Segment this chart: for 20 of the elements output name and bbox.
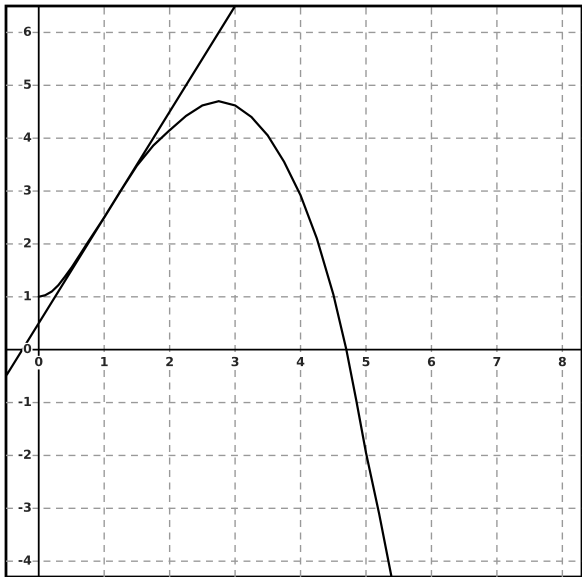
x-tick-label: 6 [428, 356, 436, 366]
x-tick-label: 2 [166, 356, 173, 366]
y-tick-label: -2 [18, 450, 31, 459]
y-tick-label: 0 [24, 344, 32, 354]
x-tick-label: 4 [296, 356, 304, 366]
x-tick-label: 3 [232, 356, 238, 366]
y-tick-label: 2 [24, 238, 31, 248]
y-tick-label: 4 [24, 132, 32, 142]
y-tick-label: -1 [18, 396, 31, 406]
x-tick-label: 1 [101, 356, 108, 366]
x-tick-label: 0 [34, 356, 42, 366]
y-tick-label: 5 [24, 80, 31, 89]
y-tick-label: 3 [24, 185, 31, 195]
y-tick-label: 6 [24, 26, 32, 36]
x-tick-label: 8 [558, 356, 566, 366]
x-tick-label: 5 [362, 356, 370, 366]
y-tick-label: -3 [18, 502, 31, 512]
y-tick-label: -4 [18, 555, 32, 565]
x-tick-label: 7 [493, 356, 500, 366]
y-tick-label: 1 [24, 291, 31, 300]
